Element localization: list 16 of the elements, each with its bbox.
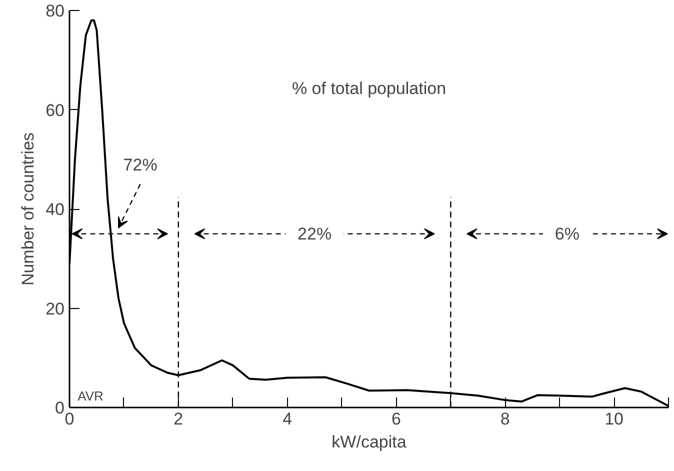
annotation: 72% (123, 155, 158, 174)
annotation: % of total population (292, 78, 446, 98)
y-tick-label: 80 (46, 2, 65, 20)
x-tick-label: 4 (282, 410, 292, 428)
y-tick-label: 20 (46, 299, 65, 318)
annotation: 22% (298, 224, 332, 244)
y-tick-label: 60 (46, 100, 65, 120)
x-tick-label: 2 (174, 410, 184, 428)
x-tick-label: 10 (604, 410, 624, 428)
y-tick-label: 40 (46, 200, 65, 219)
x-axis-title: kW/capita (332, 432, 407, 452)
x-tick-label: 6 (392, 410, 401, 428)
y-axis-title: Number of countries (18, 132, 38, 286)
annotation: AVR (78, 388, 104, 404)
annotation: 6% (554, 224, 580, 244)
x-tick-label: 8 (500, 410, 510, 428)
